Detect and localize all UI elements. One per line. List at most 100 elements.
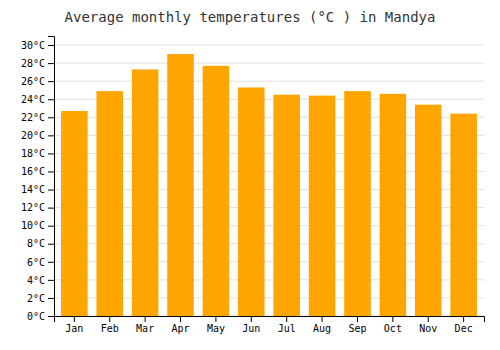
tick: 12°C: [21, 202, 54, 213]
tick-mark: [463, 316, 464, 322]
tick: Jan: [65, 316, 83, 334]
tick: Apr: [171, 316, 189, 334]
tick: Aug: [313, 316, 331, 334]
tick-label: Sep: [348, 323, 366, 334]
tick: Feb: [101, 316, 119, 334]
tick-mark: [48, 190, 54, 191]
tick-label: 24°C: [21, 94, 45, 105]
y-axis: 0°C 2°C 4°C 6°C 8°C 10°C 12°C 14°C 16°C 18°C 20°C 2…: [21, 37, 55, 322]
tick-label: 8°C: [27, 238, 45, 249]
tick-label: Mar: [136, 323, 154, 334]
tick-mark: [48, 135, 54, 136]
bar: [309, 96, 336, 316]
tick-mark: [48, 171, 54, 172]
tick: Mar: [136, 316, 154, 334]
grid-line: [54, 45, 484, 46]
tick: 18°C: [21, 148, 54, 159]
tick-label: 10°C: [21, 220, 45, 231]
tick: May: [207, 316, 225, 334]
tick-mark: [48, 117, 54, 118]
tick: Dec: [455, 316, 473, 334]
tick-mark: [109, 316, 110, 322]
tick: 24°C: [21, 94, 54, 105]
tick-label: Nov: [419, 323, 437, 334]
bar: [96, 91, 123, 316]
tick-label: Jan: [65, 323, 83, 334]
tick: Jul: [278, 316, 296, 334]
tick-label: Aug: [313, 323, 331, 334]
tick: 28°C: [21, 58, 54, 69]
tick-mark: [48, 280, 54, 281]
tick: Nov: [419, 316, 437, 334]
tick: Jun: [242, 316, 260, 334]
tick-label: Apr: [171, 323, 189, 334]
tick: 14°C: [21, 184, 54, 195]
tick: 30°C: [21, 40, 54, 51]
axis-line: [55, 317, 485, 323]
tick-label: 26°C: [21, 76, 45, 87]
bar: [167, 54, 194, 316]
bar: [273, 95, 300, 316]
chart: Average monthly temperatures (°C ) in Ma…: [0, 0, 500, 350]
tick-mark: [48, 81, 54, 82]
axis-line: [48, 37, 55, 317]
tick-label: 6°C: [27, 257, 45, 268]
tick-mark: [322, 316, 323, 322]
tick-label: 2°C: [27, 293, 45, 304]
tick: Sep: [348, 316, 366, 334]
tick-label: 20°C: [21, 130, 45, 141]
tick-mark: [48, 63, 54, 64]
tick-label: 30°C: [21, 40, 45, 51]
tick: 8°C: [27, 238, 54, 249]
tick: Oct: [384, 316, 402, 334]
tick-label: Jun: [242, 323, 260, 334]
tick-label: 16°C: [21, 166, 45, 177]
tick: 16°C: [21, 166, 54, 177]
bar: [61, 111, 88, 316]
plot: 0°C 2°C 4°C 6°C 8°C 10°C 12°C 14°C 16°C 18°C 20°C 2…: [21, 37, 485, 335]
tick-label: 18°C: [21, 148, 45, 159]
tick-mark: [48, 153, 54, 154]
tick: 0°C: [27, 311, 54, 322]
tick-label: Jul: [278, 323, 296, 334]
bar: [132, 69, 159, 316]
tick-mark: [48, 226, 54, 227]
tick-mark: [48, 45, 54, 46]
tick: 4°C: [27, 275, 54, 286]
tick-label: 12°C: [21, 202, 45, 213]
tick-mark: [357, 316, 358, 322]
tick-mark: [48, 244, 54, 245]
bar: [203, 66, 230, 316]
tick: 6°C: [27, 257, 54, 268]
tick-mark: [180, 316, 181, 322]
bar: [238, 87, 265, 316]
bars: [61, 54, 477, 316]
grid-line: [54, 81, 484, 82]
tick-mark: [251, 316, 252, 322]
tick-mark: [428, 316, 429, 322]
bar: [415, 105, 442, 316]
tick-mark: [48, 99, 54, 100]
tick-mark: [48, 208, 54, 209]
tick-mark: [286, 316, 287, 322]
tick-mark: [74, 316, 75, 322]
tick-label: 28°C: [21, 58, 45, 69]
tick: 20°C: [21, 130, 54, 141]
tick-label: Oct: [384, 323, 402, 334]
grid-line: [54, 63, 484, 64]
bar: [344, 91, 371, 316]
bar: [380, 94, 407, 316]
tick: 22°C: [21, 112, 54, 123]
tick: 10°C: [21, 220, 54, 231]
tick-mark: [392, 316, 393, 322]
tick-label: 22°C: [21, 112, 45, 123]
x-axis: Jan Feb Mar Apr May Jun Jul Aug Sep Oct Nov Dec: [55, 316, 485, 334]
tick-mark: [145, 316, 146, 322]
tick-label: 0°C: [27, 311, 45, 322]
grid: [54, 45, 484, 316]
tick-mark: [48, 262, 54, 263]
tick-label: May: [207, 323, 225, 334]
tick-label: Feb: [101, 323, 119, 334]
tick: 2°C: [27, 293, 54, 304]
tick-mark: [215, 316, 216, 322]
